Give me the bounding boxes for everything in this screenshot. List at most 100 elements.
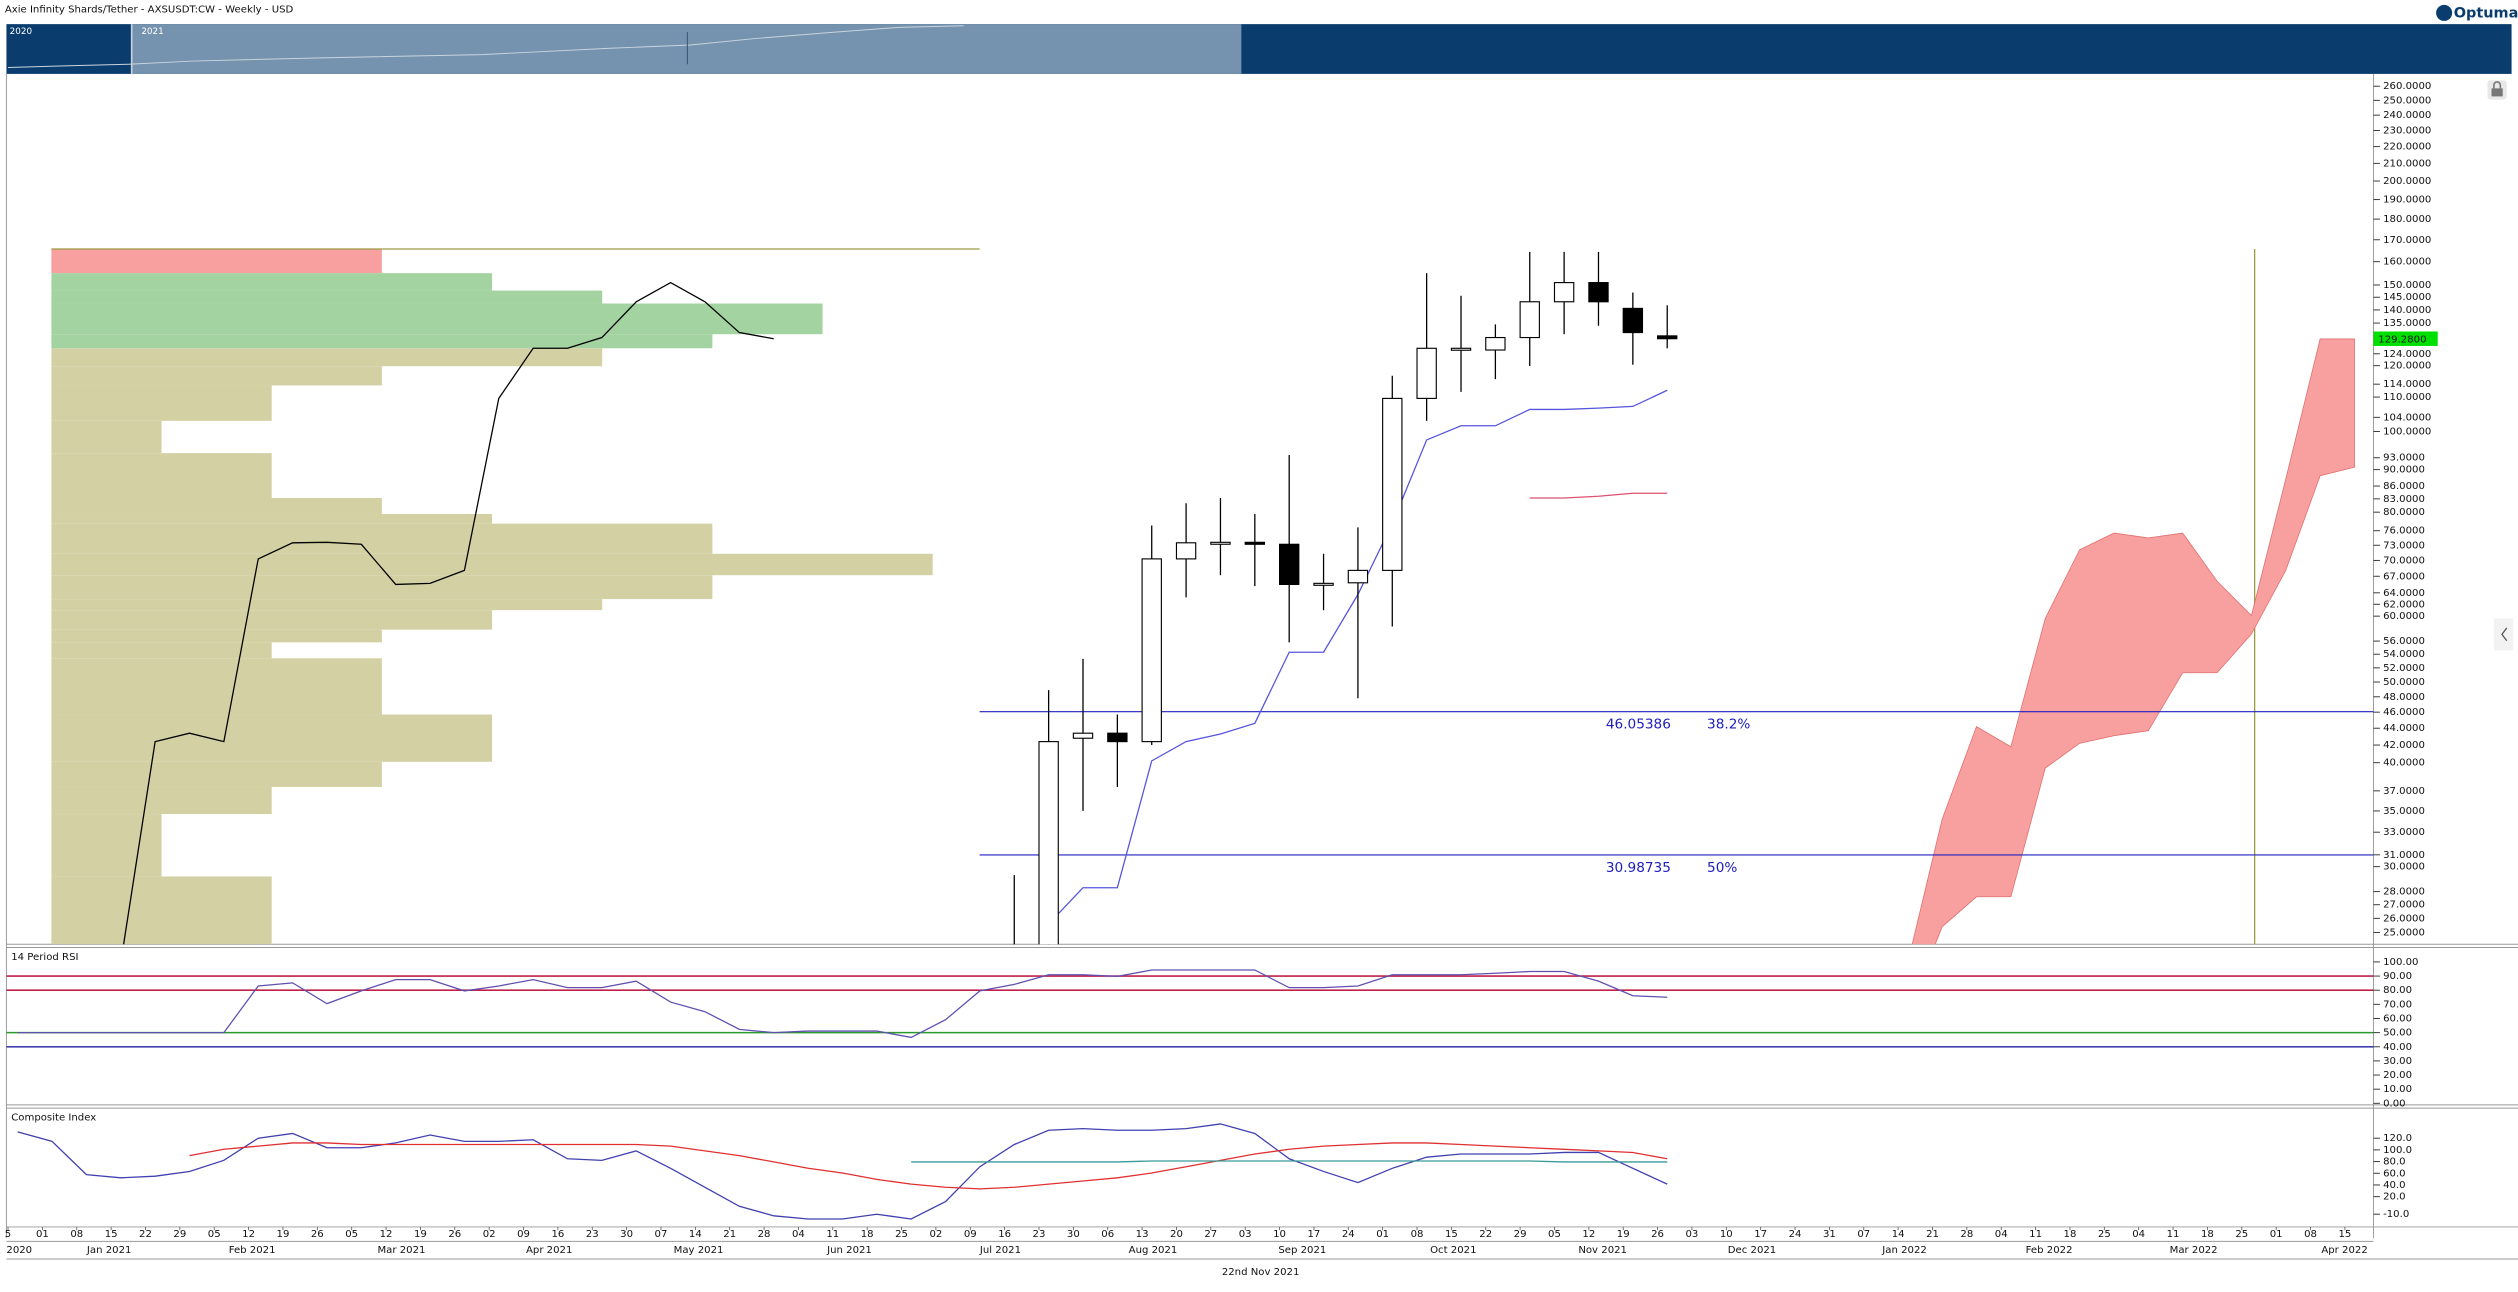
y-tick-label: 50.0000	[2383, 677, 2425, 688]
series-line	[189, 1142, 1668, 1190]
navigator-label: 2020	[10, 27, 33, 37]
y-tick-label: 100.0000	[2383, 427, 2431, 438]
y-tick-label: 28.0000	[2383, 887, 2425, 898]
plot-area	[6, 969, 2374, 1048]
candle-body	[1622, 307, 1644, 334]
collapse-button[interactable]	[2493, 618, 2514, 651]
candle-body	[1657, 335, 1678, 340]
logo: Optuma	[2436, 4, 2518, 22]
y-tick-label: 50.00	[2383, 1028, 2412, 1039]
level-label: 50%	[1707, 860, 1737, 876]
series-line	[17, 969, 1668, 1039]
x-tick-label: 06	[1101, 1229, 1114, 1240]
lock-button[interactable]	[2487, 80, 2507, 100]
y-tick-label: 93.0000	[2383, 453, 2425, 464]
collapse-background[interactable]	[2493, 618, 2514, 651]
profile-bar	[51, 497, 382, 514]
x-tick-label: 30	[1067, 1229, 1080, 1240]
y-tick-label: 20.00	[2383, 1070, 2412, 1081]
navigator[interactable]: 2020 2021	[6, 24, 2512, 74]
x-tick-label: 21	[1926, 1229, 1939, 1240]
x-tick-label: 05	[208, 1229, 221, 1240]
x-tick-label: 25	[2235, 1229, 2248, 1240]
y-tick-label: 104.0000	[2383, 412, 2431, 423]
x-tick-label: 04	[792, 1229, 805, 1240]
x-tick-label: 12	[380, 1229, 393, 1240]
profile-bar	[51, 249, 382, 274]
x-month-label: Apr 2021	[526, 1245, 572, 1256]
indicator-line	[1529, 492, 1668, 499]
x-month-label: Jul 2021	[979, 1245, 1021, 1256]
y-tick-label: 135.0000	[2383, 318, 2431, 329]
navigator-window[interactable]	[131, 24, 1242, 74]
x-tick-label: 05	[1548, 1229, 1561, 1240]
y-tick-label: 40.00	[2383, 1042, 2412, 1053]
x-tick-label: 15	[1445, 1229, 1458, 1240]
x-tick-label: 24	[1342, 1229, 1355, 1240]
y-tick-label: 220.0000	[2383, 142, 2431, 153]
x-tick-label: 11	[2167, 1229, 2180, 1240]
profile-bar	[51, 714, 493, 762]
y-tick-label: 80.0000	[2383, 507, 2425, 518]
y-tick-label: 60.0	[2383, 1168, 2406, 1179]
y-tick-label: 120.0000	[2383, 361, 2431, 372]
candle-body	[1588, 282, 1609, 303]
candle-body	[1210, 541, 1231, 545]
x-tick-label: 03	[1686, 1229, 1699, 1240]
y-tick-label: 76.0000	[2383, 526, 2425, 537]
x-tick-label: 15	[2338, 1229, 2351, 1240]
y-tick-label: 260.0000	[2383, 81, 2431, 92]
candle-body	[1244, 541, 1266, 545]
y-tick-label: 25.0000	[2383, 928, 2425, 939]
x-tick-label: 17	[1307, 1229, 1320, 1240]
x-tick-label: 12	[242, 1229, 255, 1240]
profile-bar	[51, 786, 272, 815]
profile-bar	[51, 553, 933, 576]
x-tick-label: 01	[1376, 1229, 1389, 1240]
y-tick-label: 240.0000	[2383, 110, 2431, 121]
x-tick-label: 04	[2132, 1229, 2145, 1240]
lock-body	[2491, 88, 2503, 97]
y-tick-label: 150.0000	[2383, 280, 2431, 291]
x-month-label: Feb 2022	[2026, 1245, 2073, 1256]
x-month-label: Jan 2022	[1881, 1245, 1927, 1256]
indicator-line	[122, 281, 774, 945]
x-tick-label: 29	[1514, 1229, 1527, 1240]
footer-date: 22nd Nov 2021	[1222, 1267, 1300, 1278]
plot-area	[17, 1123, 1668, 1220]
panel-title: Composite Index	[11, 1113, 96, 1124]
series-line	[911, 1160, 1668, 1163]
x-tick-label: 31	[1823, 1229, 1836, 1240]
indicator-line	[1038, 389, 1668, 945]
x-month-label: Sep 2021	[1278, 1245, 1326, 1256]
y-tick-label: 30.0000	[2383, 862, 2425, 873]
x-tick-label: 11	[2029, 1229, 2042, 1240]
x-tick-label: 23	[586, 1229, 599, 1240]
x-tick-label: 23	[1033, 1229, 1046, 1240]
candle-body	[1141, 558, 1162, 743]
cloud	[1911, 338, 2355, 945]
x-month-label: Aug 2021	[1129, 1245, 1178, 1256]
x-tick-label: 08	[1411, 1229, 1424, 1240]
x-tick-label: 29	[173, 1229, 186, 1240]
candle-body	[1175, 542, 1197, 560]
y-tick-label: 37.0000	[2383, 786, 2425, 797]
profile-bar	[51, 290, 603, 304]
y-tick-label: 60.00	[2383, 1013, 2412, 1024]
profile-bar	[51, 814, 162, 877]
y-tick-label: 180.0000	[2383, 214, 2431, 225]
candle-body	[1553, 282, 1575, 303]
y-tick-label: 64.0000	[2383, 588, 2425, 599]
y-tick-label: 42.0000	[2383, 740, 2425, 751]
x-tick-label: 03	[1239, 1229, 1252, 1240]
y-tick-label: -10.0	[2383, 1209, 2409, 1220]
profile-bar	[51, 876, 272, 945]
y-tick-label: 40.0	[2383, 1180, 2406, 1191]
series-line	[17, 1123, 1668, 1220]
y-tick-label: 170.0000	[2383, 235, 2431, 246]
x-tick-label: 22	[1479, 1229, 1492, 1240]
y-tick-label: 145.0000	[2383, 292, 2431, 303]
x-tick-label: 26	[311, 1229, 324, 1240]
candle-body	[1416, 347, 1437, 399]
